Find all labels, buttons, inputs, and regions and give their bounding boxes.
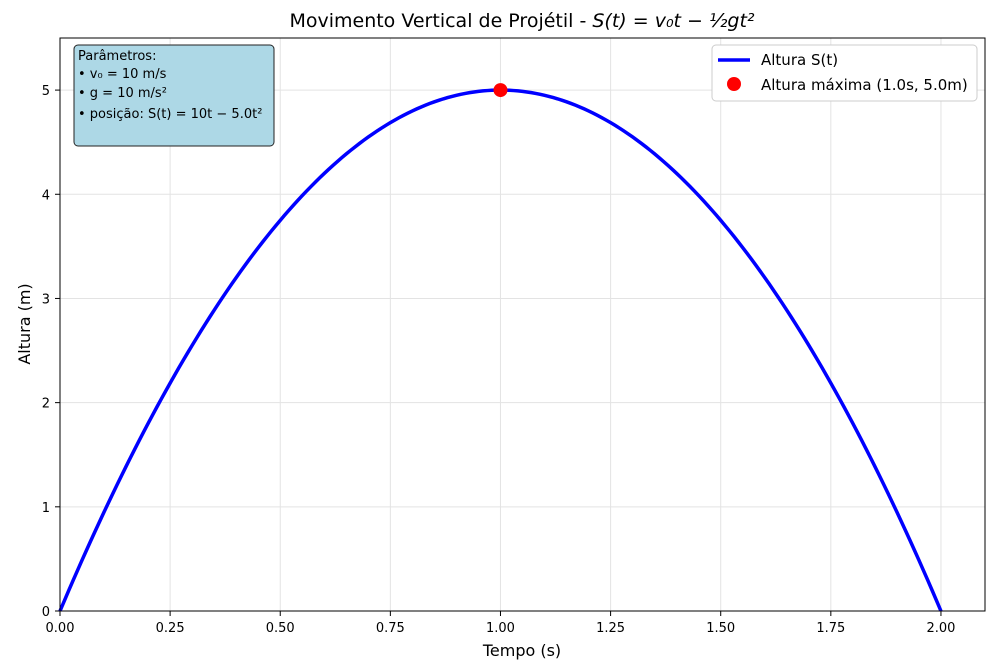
parameter-v0: • v₀ = 10 m/s — [78, 67, 167, 82]
y-tick-label: 3 — [42, 292, 50, 307]
x-tick-label: 0.75 — [376, 621, 405, 636]
x-tick-label: 1.50 — [706, 621, 735, 636]
legend-marker-swatch — [727, 77, 741, 91]
legend-frame — [711, 44, 978, 102]
x-tick-label: 1.25 — [596, 621, 625, 636]
legend-label-altura: Altura S(t) — [761, 51, 838, 69]
max-height-marker — [493, 83, 508, 98]
legend-label-max: Altura máxima (1.0s, 5.0m) — [761, 76, 968, 94]
parameter-g: • g = 10 m/s² — [78, 86, 167, 101]
y-axis-label: Altura (m) — [15, 283, 34, 364]
y-tick-label: 2 — [42, 397, 50, 412]
legend: Altura S(t) Altura máxima (1.0s, 5.0m) — [711, 44, 978, 102]
x-tick-label: 0.00 — [46, 621, 75, 636]
axes-frame — [59, 37, 986, 612]
parameters-heading: Parâmetros: — [78, 49, 156, 64]
axis-ticks: 0.00 0.25 0.50 0.75 1.00 1.25 1.50 1.75 2.00 0 1 2 3… — [42, 84, 956, 636]
parameters-box-background — [73, 44, 275, 147]
parameters-box: Parâmetros: • v₀ = 10 m/s • g = 10 m/s² … — [73, 44, 275, 147]
x-tick-label: 2.00 — [926, 621, 955, 636]
y-tick-label: 1 — [42, 501, 50, 516]
y-tick-label: 4 — [42, 188, 50, 203]
parameter-position: • posição: S(t) = 10t − 5.0t² — [78, 107, 262, 122]
x-tick-label: 1.00 — [486, 621, 515, 636]
x-axis-label: Tempo (s) — [482, 641, 561, 660]
x-tick-label: 1.75 — [816, 621, 845, 636]
x-tick-label: 0.50 — [266, 621, 295, 636]
x-tick-label: 0.25 — [156, 621, 185, 636]
chart-title: Movimento Vertical de Projétil - S(t) = … — [289, 10, 754, 32]
y-tick-label: 0 — [42, 605, 50, 620]
y-tick-label: 5 — [42, 84, 50, 99]
